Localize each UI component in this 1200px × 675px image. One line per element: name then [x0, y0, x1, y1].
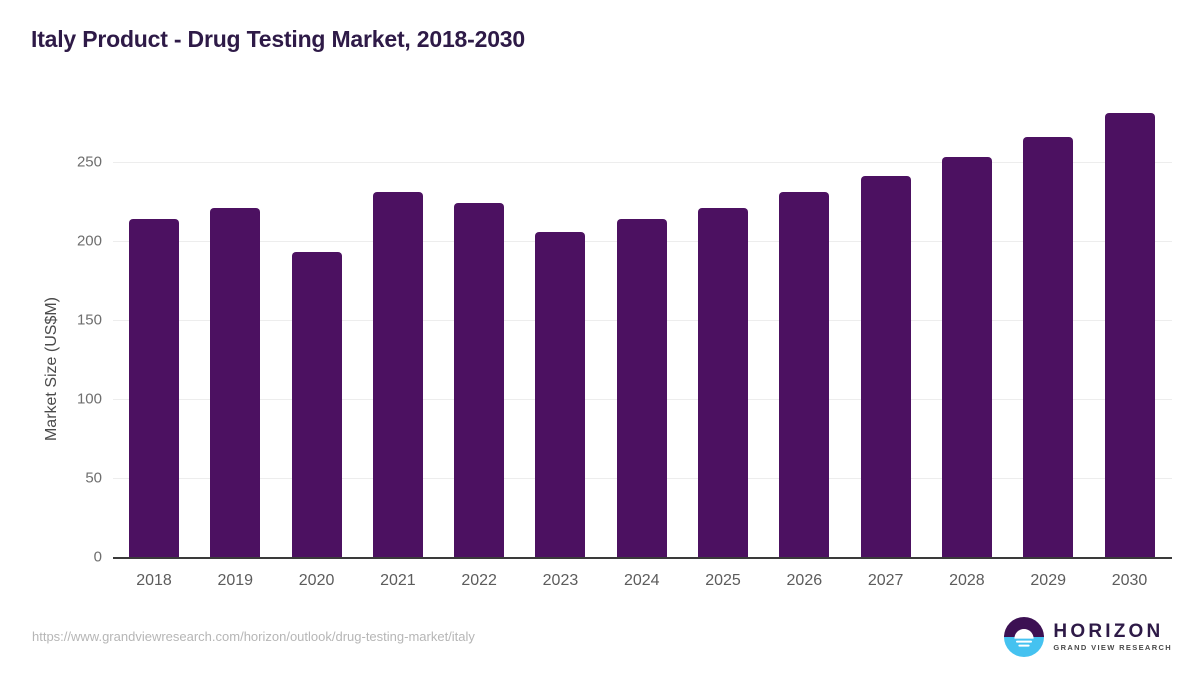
bar-2027[interactable] [860, 176, 911, 557]
x-axis-tick-label-2026: 2026 [786, 572, 823, 589]
horizon-logo-text: HORIZON GRAND VIEW RESEARCH [1053, 622, 1172, 652]
y-axis-title: Market Size (US$M) [43, 296, 60, 442]
gridline [113, 162, 1172, 163]
bar-2030[interactable] [1104, 113, 1155, 557]
x-axis-tick-label-2020: 2020 [298, 572, 335, 589]
x-axis-tick-label-2021: 2021 [380, 572, 416, 589]
bar-2018[interactable] [129, 218, 179, 557]
horizon-logo-icon [1004, 617, 1045, 657]
bar-2028[interactable] [941, 157, 992, 557]
x-axis-tick-label-2027: 2027 [867, 572, 904, 589]
bar-2025[interactable] [698, 207, 749, 557]
source-url-label: https://www.grandviewresearch.com/horizo… [32, 629, 475, 644]
x-axis-line [113, 557, 1172, 559]
y-axis-tick-label: 200 [76, 232, 102, 250]
x-axis-tick-label-2018: 2018 [136, 572, 172, 589]
bar-2022[interactable] [454, 203, 505, 557]
bar-2029[interactable] [1023, 136, 1074, 557]
logo-wordmark: HORIZON [1053, 621, 1164, 643]
page-title: Italy Product - Drug Testing Market, 201… [31, 26, 525, 52]
bar-2023[interactable] [535, 231, 586, 557]
x-axis-tick-label-2028: 2028 [949, 572, 985, 589]
x-axis-tick-label-2019: 2019 [217, 572, 254, 589]
y-axis-tick-label: 250 [76, 153, 102, 171]
bar-2019[interactable] [210, 207, 261, 557]
y-axis-tick-label: 100 [76, 390, 102, 408]
horizon-logo: HORIZON GRAND VIEW RESEARCH [1004, 616, 1172, 658]
x-axis-tick-label-2023: 2023 [542, 572, 579, 589]
x-axis-tick-label-2025: 2025 [705, 572, 741, 589]
bar-2026[interactable] [779, 192, 830, 557]
y-axis-tick-label: 0 [93, 548, 102, 566]
bar-2024[interactable] [616, 218, 667, 557]
bar-2020[interactable] [291, 252, 342, 557]
bar-2021[interactable] [372, 192, 423, 557]
x-axis-tick-label-2029: 2029 [1030, 572, 1066, 589]
logo-tagline: GRAND VIEW RESEARCH [1053, 643, 1172, 653]
y-axis-tick-label: 150 [76, 311, 102, 329]
y-axis-tick-label: 50 [85, 469, 102, 487]
x-axis-tick-label-2024: 2024 [623, 572, 660, 589]
x-axis-tick-label-2022: 2022 [461, 572, 497, 589]
x-axis-tick-label-2030: 2030 [1111, 572, 1148, 589]
